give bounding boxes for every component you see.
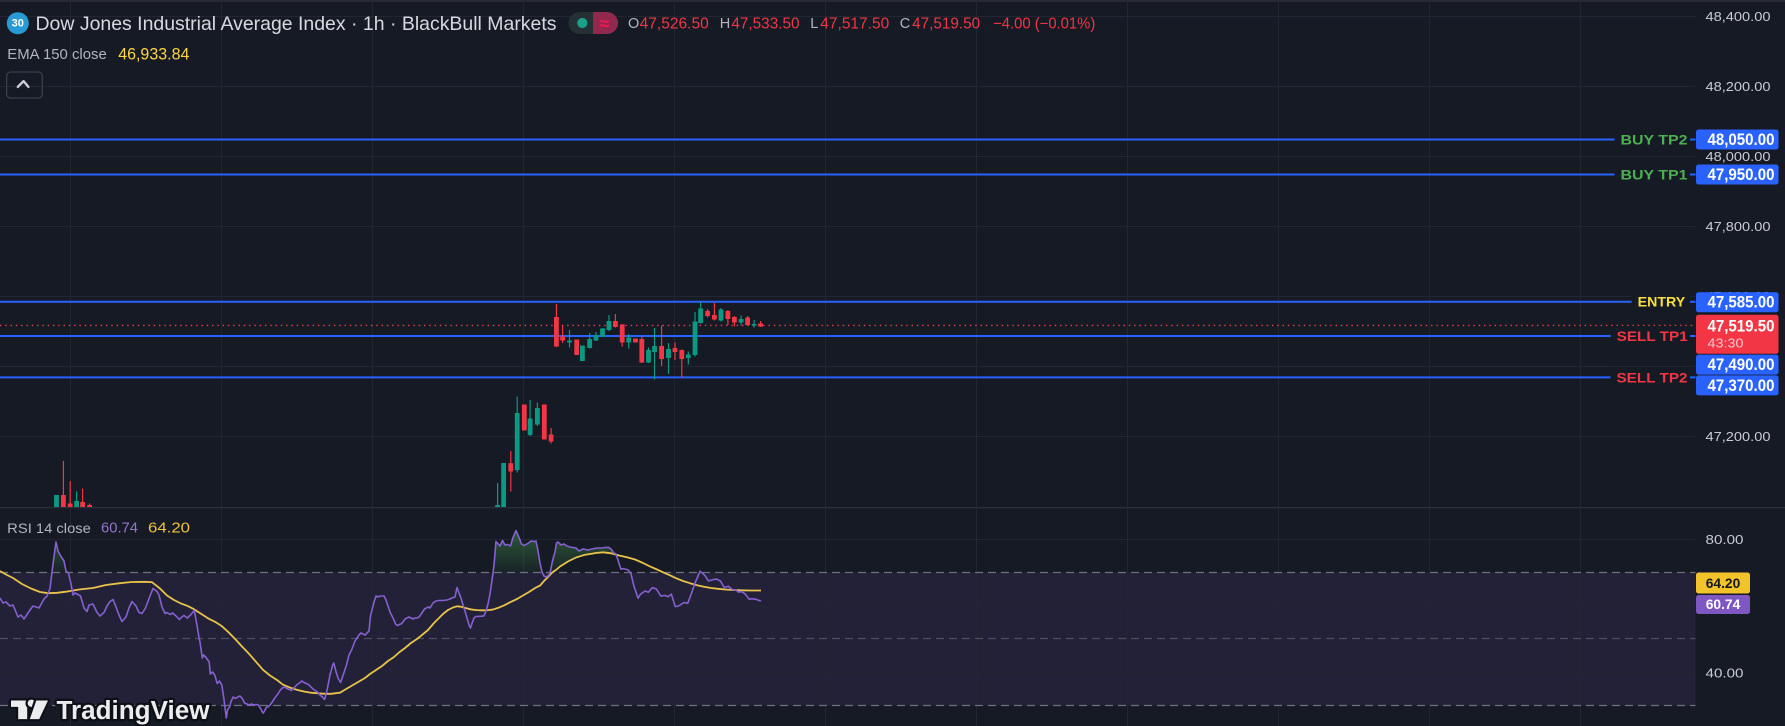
svg-text:C: C: [900, 16, 910, 32]
svg-text:47,490.00: 47,490.00: [1708, 356, 1775, 374]
svg-text:60.74: 60.74: [1706, 597, 1741, 612]
svg-text:47,800.00: 47,800.00: [1706, 219, 1771, 234]
svg-text:48,200.00: 48,200.00: [1706, 79, 1771, 94]
svg-text:SELL TP2: SELL TP2: [1617, 369, 1688, 385]
svg-text:43:30: 43:30: [1708, 335, 1744, 350]
svg-text:60.74: 60.74: [101, 521, 138, 537]
svg-text:O: O: [628, 16, 639, 32]
svg-text:30: 30: [12, 18, 24, 30]
svg-text:≈: ≈: [600, 14, 610, 34]
svg-text:47,200.00: 47,200.00: [1706, 429, 1771, 444]
svg-text:Dow Jones Industrial Average I: Dow Jones Industrial Average Index · 1h …: [36, 13, 557, 35]
svg-text:40.00: 40.00: [1706, 666, 1744, 681]
svg-text:48,000.00: 48,000.00: [1706, 149, 1771, 164]
svg-text:64.20: 64.20: [1706, 576, 1741, 591]
svg-text:SELL TP1: SELL TP1: [1617, 328, 1688, 344]
svg-text:47,950.00: 47,950.00: [1708, 166, 1775, 184]
svg-text:80.00: 80.00: [1706, 532, 1744, 547]
svg-text:−4.00 (−0.01%): −4.00 (−0.01%): [993, 16, 1095, 33]
svg-text:EMA 150 close: EMA 150 close: [7, 46, 107, 63]
svg-text:TradingView: TradingView: [57, 697, 210, 725]
svg-text:BUY TP1: BUY TP1: [1621, 167, 1688, 183]
svg-text:47,526.50: 47,526.50: [640, 16, 710, 33]
svg-text:47,519.50: 47,519.50: [912, 16, 980, 33]
svg-text:ENTRY: ENTRY: [1638, 294, 1686, 310]
svg-text:L: L: [810, 16, 818, 32]
svg-text:48,050.00: 48,050.00: [1708, 131, 1775, 149]
svg-text:47,370.00: 47,370.00: [1708, 377, 1775, 395]
svg-text:47,585.00: 47,585.00: [1708, 294, 1775, 312]
svg-text:RSI 14 close: RSI 14 close: [7, 521, 91, 536]
svg-text:47,533.50: 47,533.50: [731, 16, 799, 33]
svg-text:47,519.50: 47,519.50: [1708, 318, 1775, 336]
svg-text:BUY TP2: BUY TP2: [1621, 132, 1688, 148]
svg-text:46,933.84: 46,933.84: [118, 46, 189, 64]
svg-text:64.20: 64.20: [148, 521, 190, 537]
svg-text:48,400.00: 48,400.00: [1706, 9, 1771, 24]
svg-text:47,517.50: 47,517.50: [820, 16, 889, 33]
svg-text:H: H: [720, 16, 730, 32]
